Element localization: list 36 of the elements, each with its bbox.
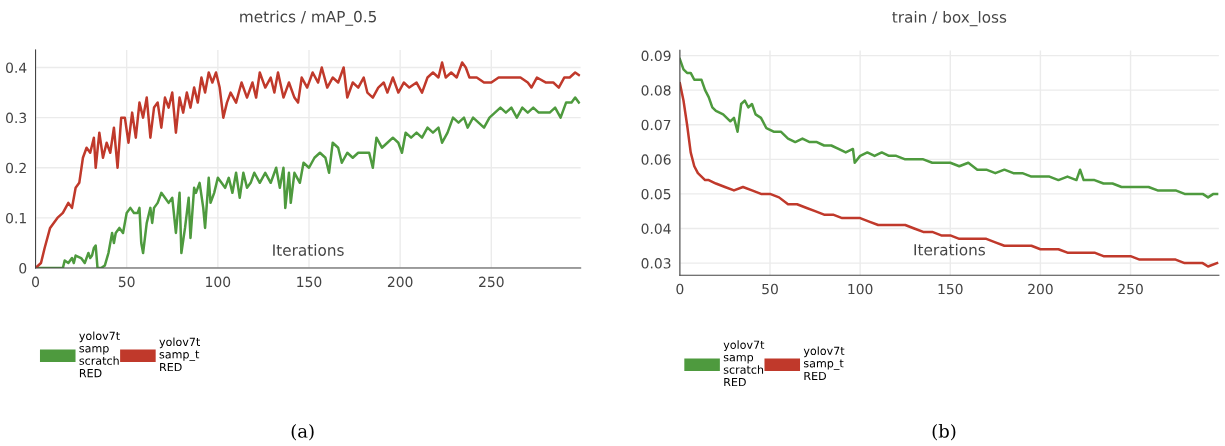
legend-label: yolov7t samp scratch RED xyxy=(79,331,120,378)
x-tick-label: 0 xyxy=(32,276,40,288)
y-tick-label: 0 xyxy=(19,263,27,274)
chart-title: train / box_loss xyxy=(892,11,1007,27)
y-tick-label: 0.09 xyxy=(641,50,671,62)
legend-label: yolov7t samp scratch RED xyxy=(723,340,765,387)
x-tick-label: 250 xyxy=(1118,283,1143,295)
x-tick-label: 250 xyxy=(479,276,504,288)
y-tick-label: 0.06 xyxy=(641,154,671,165)
text: (a) xyxy=(291,423,314,441)
x-tick-label: 200 xyxy=(387,276,413,288)
x-tick-label: 0 xyxy=(676,283,684,295)
x-tick-label: 50 xyxy=(762,283,778,295)
x-tick-label: 200 xyxy=(1028,283,1053,295)
x-tick-label: 100 xyxy=(848,283,873,295)
y-tick-label: 0.1 xyxy=(6,212,26,224)
chart-title: metrics / mAP_0.5 xyxy=(240,10,377,26)
y-tick-label: 0.05 xyxy=(641,188,671,200)
legend-label: yolov7t samp_t RED xyxy=(159,337,200,372)
line-series xyxy=(679,57,1219,199)
y-tick-label: 0.2 xyxy=(6,162,26,174)
y-tick-label: 0.08 xyxy=(641,85,671,96)
x-axis-title: Iterations xyxy=(914,243,986,256)
y-tick-label: 0.4 xyxy=(6,62,27,73)
line-series xyxy=(679,82,1219,268)
x-tick-label: 150 xyxy=(938,283,963,295)
text: (b) xyxy=(932,423,956,441)
y-tick-label: 0.07 xyxy=(641,119,671,131)
x-tick-label: 100 xyxy=(206,276,231,288)
x-tick-label: 150 xyxy=(297,276,322,288)
y-tick-label: 0.3 xyxy=(6,112,27,124)
y-tick-label: 0.03 xyxy=(641,258,671,269)
x-axis-title: Iterations xyxy=(273,244,344,256)
y-tick-label: 0.04 xyxy=(641,223,671,234)
x-tick-label: 50 xyxy=(118,276,135,288)
legend-label: yolov7t samp_t RED xyxy=(803,346,845,381)
